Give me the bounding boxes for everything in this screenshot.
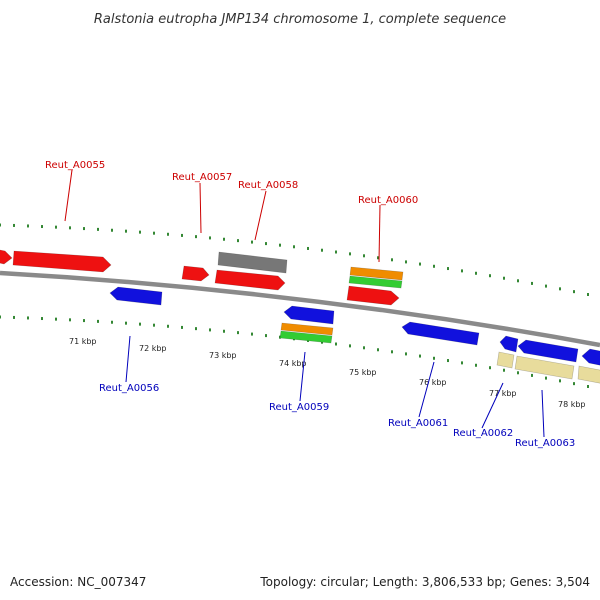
scale-label: 74 kbp — [279, 359, 307, 368]
gene-feature-reut-a0057[interactable] — [181, 265, 210, 282]
gene-feature-reut-a0062[interactable] — [499, 335, 519, 353]
gene-feature-reut-a0059-orange[interactable] — [280, 322, 334, 336]
scale-label: 75 kbp — [349, 368, 377, 377]
scale-label: 73 kbp — [209, 351, 237, 360]
chromosome-backbone — [0, 270, 600, 348]
gene-feature-reut-a0059-green[interactable] — [279, 330, 333, 344]
leader-lines — [64, 169, 545, 438]
gene-feature-reut-a0058b[interactable] — [214, 269, 286, 291]
accession-text: Accession: NC_007347 — [10, 575, 146, 589]
gene-feature-reut-a0060[interactable] — [346, 285, 400, 306]
reverse-strand-ticks — [0, 315, 589, 389]
map-title: Ralstonia eutropha JMP134 chromosome 1, … — [94, 12, 506, 27]
gene-feature-reut-a0060-green[interactable] — [348, 275, 403, 289]
gene-label-reut-a0055[interactable]: Reut_A0055 — [45, 160, 105, 171]
scale-label: 72 kbp — [139, 344, 167, 353]
gene-feature-reut-a0061[interactable] — [401, 321, 480, 346]
scale-labels: 71 kbp 72 kbp 73 kbp 74 kbp 75 kbp 76 kb… — [69, 337, 586, 409]
gene-label-reut-a0056[interactable]: Reut_A0056 — [99, 383, 159, 394]
reverse-features — [109, 286, 600, 384]
scale-label: 78 kbp — [558, 400, 586, 409]
gene-feature-tan-1[interactable] — [496, 351, 515, 369]
scale-label: 71 kbp — [69, 337, 97, 346]
gene-feature-reut-a0056[interactable] — [109, 286, 163, 306]
gene-label-reut-a0058[interactable]: Reut_A0058 — [238, 180, 298, 191]
gene-label-reut-a0060[interactable]: Reut_A0060 — [358, 195, 418, 206]
gene-feature-tan-3[interactable] — [577, 365, 600, 384]
genome-info-text: Topology: circular; Length: 3,806,533 bp… — [259, 575, 590, 589]
gene-feature-tan-2[interactable] — [514, 355, 575, 380]
forward-strand-ticks — [0, 223, 589, 297]
gene-feature-reut-a0063[interactable] — [517, 339, 579, 363]
gene-label-reut-a0059[interactable]: Reut_A0059 — [269, 402, 329, 413]
gene-label-reut-a0057[interactable]: Reut_A0057 — [172, 172, 232, 183]
scale-label: 76 kbp — [419, 378, 447, 387]
gene-feature-reut-a0064[interactable] — [581, 348, 600, 366]
gene-label-reut-a0063[interactable]: Reut_A0063 — [515, 438, 575, 449]
gene-label-reut-a0061[interactable]: Reut_A0061 — [388, 418, 448, 429]
gene-feature-reut-a0058[interactable] — [217, 251, 288, 274]
gene-labels: Reut_A0055 Reut_A0056 Reut_A0057 Reut_A0… — [45, 160, 575, 449]
gene-label-reut-a0062[interactable]: Reut_A0062 — [453, 428, 513, 439]
gene-feature-reut-a0059[interactable] — [283, 305, 335, 325]
gene-feature-reut-a0055[interactable] — [12, 250, 112, 273]
scale-label: 77 kbp — [489, 389, 517, 398]
forward-features — [0, 249, 404, 306]
gene-feature-reut-a0060-orange[interactable] — [349, 266, 404, 281]
gene-feature-reut-a0054[interactable] — [0, 249, 13, 265]
